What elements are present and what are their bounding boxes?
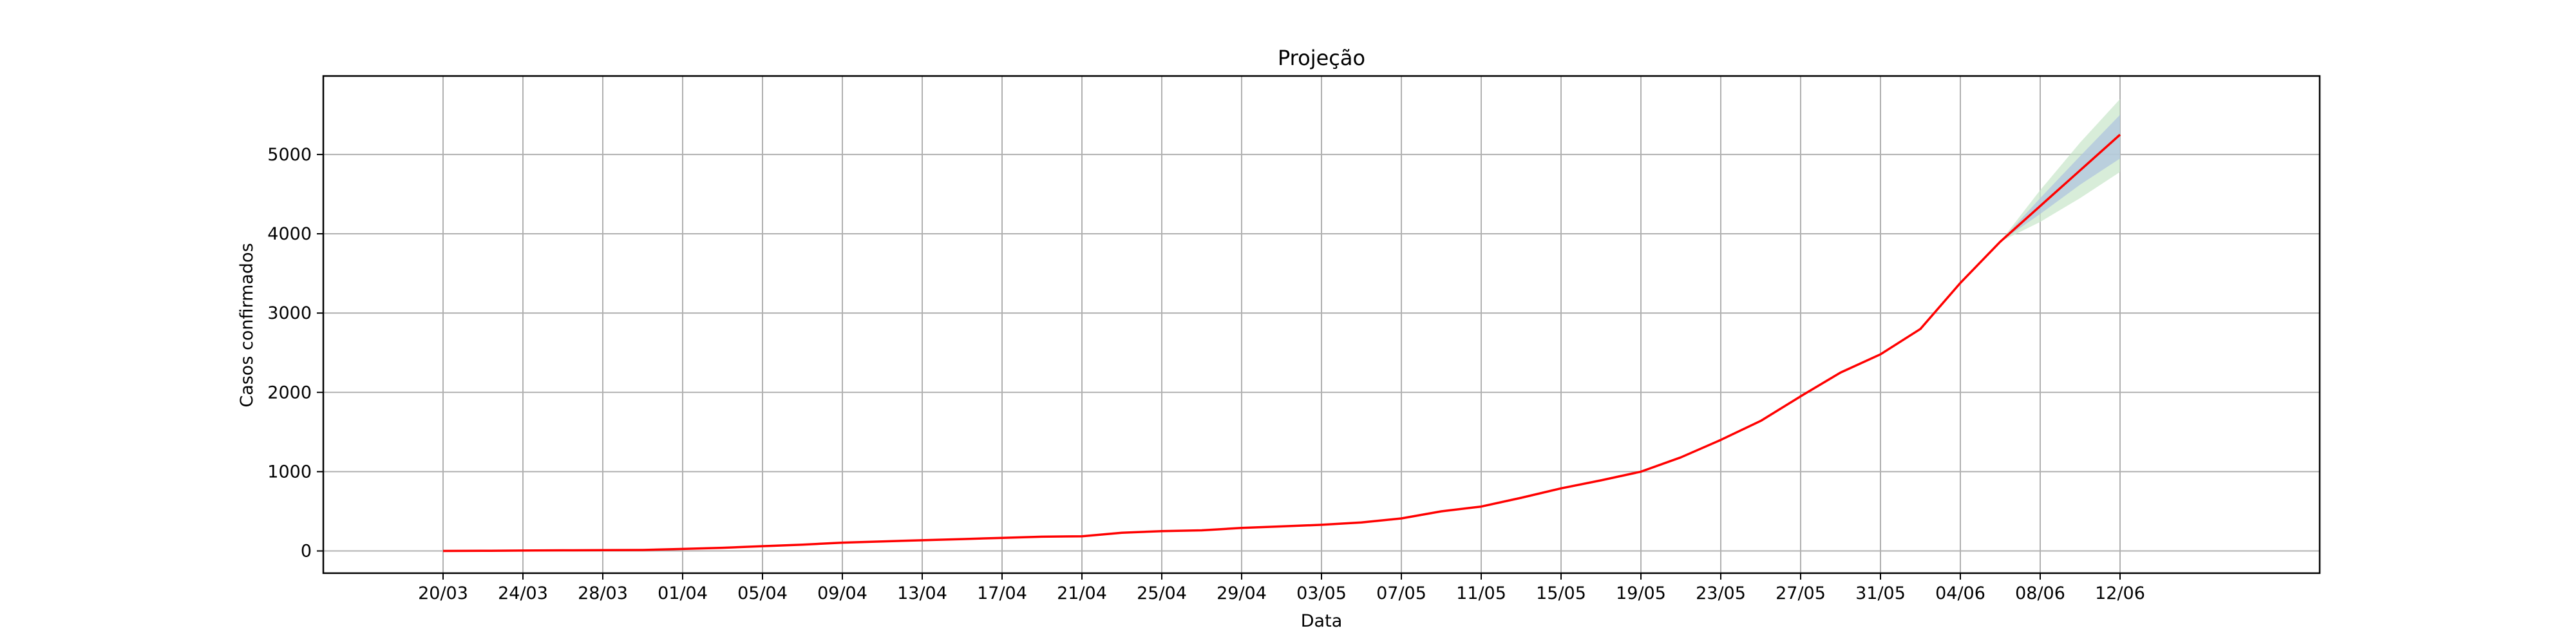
x-tick-label: 03/05	[1296, 583, 1347, 603]
x-tick-label: 28/03	[578, 583, 628, 603]
x-tick-label: 29/04	[1217, 583, 1267, 603]
x-tick-label: 01/04	[658, 583, 708, 603]
series-layer	[442, 133, 2121, 553]
x-tick-label: 21/04	[1057, 583, 1107, 603]
x-tick-label: 09/04	[817, 583, 867, 603]
x-tick-label: 17/04	[977, 583, 1027, 603]
x-tick-label: 20/03	[418, 583, 468, 603]
x-tick-label: 04/06	[1935, 583, 1985, 603]
x-tick-label: 23/05	[1696, 583, 1746, 603]
chart-title: Projeção	[1278, 46, 1365, 70]
y-axis-label: Casos confirmados	[237, 243, 257, 407]
x-tick-label: 08/06	[2015, 583, 2065, 603]
x-tick-label: 15/05	[1536, 583, 1586, 603]
x-tick-label: 13/04	[897, 583, 947, 603]
x-tick-label: 25/04	[1137, 583, 1187, 603]
y-tick-label: 5000	[267, 145, 312, 165]
x-tick-label: 11/05	[1456, 583, 1506, 603]
grid	[323, 76, 2320, 573]
x-tick-label: 27/05	[1776, 583, 1826, 603]
x-tick-label: 31/05	[1855, 583, 1906, 603]
x-tick-label: 07/05	[1376, 583, 1426, 603]
ticks: 20/03 24/03 28/03 01/04 05/04 09/04 13/04 17/04…	[267, 145, 2145, 603]
x-tick-label: 19/05	[1616, 583, 1666, 603]
outer-confidence-band	[2000, 99, 2120, 242]
y-tick-label: 3000	[267, 303, 312, 323]
y-tick-label: 1000	[267, 462, 312, 482]
y-tick-label: 2000	[267, 383, 312, 402]
y-tick-label: 4000	[267, 224, 312, 244]
x-axis-label: Data	[1301, 611, 1342, 631]
x-tick-label: 24/03	[498, 583, 548, 603]
inner-confidence-band	[2000, 115, 2120, 242]
projection-bands	[2000, 99, 2120, 242]
x-tick-label: 12/06	[2095, 583, 2145, 603]
y-tick-label: 0	[301, 542, 312, 562]
x-tick-label: 05/04	[737, 583, 788, 603]
